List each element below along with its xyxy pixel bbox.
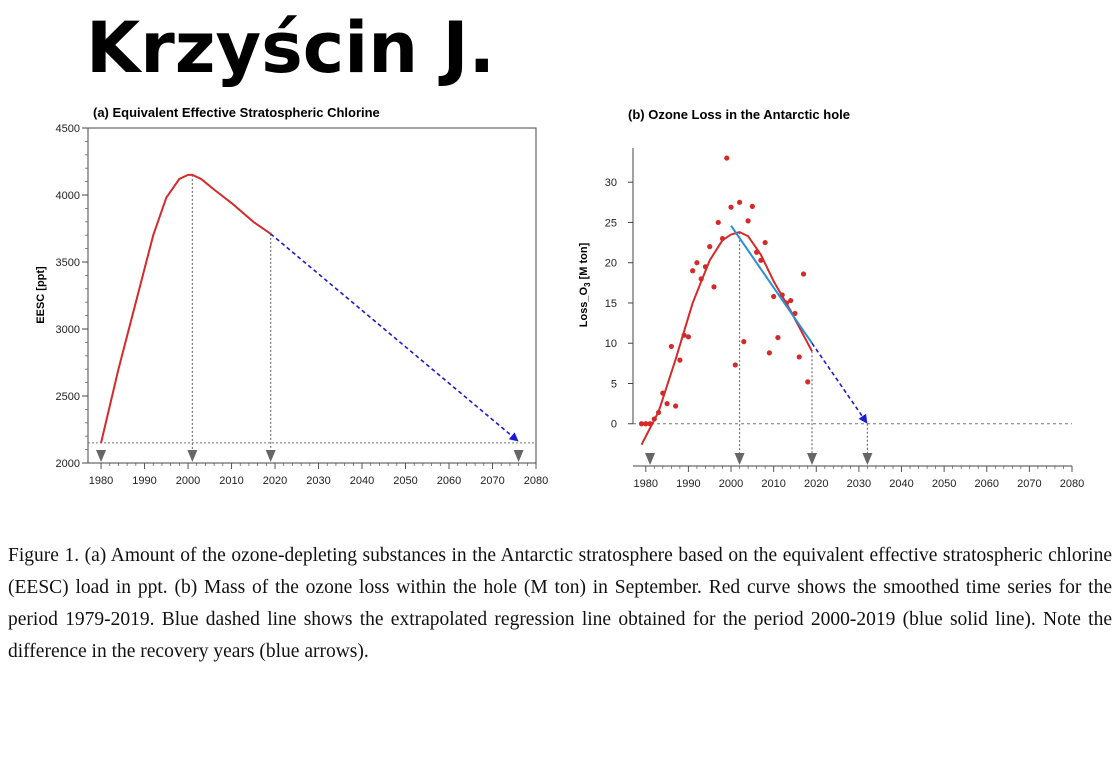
chart-b-x-tick-label: 2070 bbox=[1017, 478, 1041, 490]
chart-b-data-point bbox=[677, 357, 683, 363]
chart-b-y-tick-label: 25 bbox=[605, 217, 617, 229]
chart-b-y-tick-label: 15 bbox=[605, 298, 617, 310]
chart-b-data-point bbox=[673, 403, 679, 409]
ozone-loss-chart: (b) Ozone Loss in the Antarctic hole Los… bbox=[578, 107, 1084, 490]
chart-b-data-point bbox=[775, 334, 781, 341]
chart-b-data-point bbox=[685, 334, 692, 340]
chart-b-data-point bbox=[771, 293, 777, 300]
author-name: Krzyścin J. bbox=[86, 7, 496, 89]
chart-b-data-point bbox=[690, 268, 696, 274]
chart-b-data-point bbox=[668, 343, 674, 350]
chart-b-data-point bbox=[800, 271, 807, 277]
chart-b-x-tick-label: 2080 bbox=[1060, 478, 1084, 490]
figure-caption: Figure 1. (a) Amount of the ozone-deplet… bbox=[8, 545, 1112, 662]
chart-a-year-arrow bbox=[187, 450, 198, 462]
chart-b-data-point bbox=[805, 379, 811, 385]
chart-b-x-tick-label: 1990 bbox=[676, 478, 700, 490]
chart-b-y-tick-label: 0 bbox=[611, 419, 617, 431]
chart-b-data-point bbox=[694, 260, 700, 266]
chart-b-data-point bbox=[762, 239, 768, 246]
chart-b-title: (b) Ozone Loss in the Antarctic hole bbox=[628, 107, 850, 122]
chart-b-x-tick-label: 1980 bbox=[634, 478, 658, 490]
chart-b-data-point bbox=[638, 421, 645, 427]
chart-a-x-tick-label: 2070 bbox=[480, 475, 504, 487]
chart-a-x-tick-label: 2030 bbox=[306, 475, 330, 487]
chart-b-data-point bbox=[728, 204, 734, 210]
chart-b-data-point bbox=[664, 401, 670, 407]
chart-a-y-tick-label: 3500 bbox=[56, 257, 80, 269]
chart-a-x-tick-label: 2000 bbox=[176, 475, 200, 487]
chart-b-recovery-arrowhead bbox=[858, 413, 868, 424]
chart-b-extrapolated-line bbox=[811, 342, 867, 422]
chart-a-extrapolated-line bbox=[270, 233, 512, 436]
chart-a-x-tick-label: 2080 bbox=[524, 475, 548, 487]
chart-b-year-arrow bbox=[807, 453, 818, 465]
chart-b-data-point bbox=[788, 297, 794, 304]
chart-a-x-tick-label: 2040 bbox=[350, 475, 374, 487]
chart-b-year-arrow bbox=[645, 453, 656, 465]
chart-a-title: (a) Equivalent Effective Stratospheric C… bbox=[93, 105, 380, 120]
chart-b-y-tick-label: 30 bbox=[605, 177, 617, 189]
chart-a-x-tick-label: 2060 bbox=[437, 475, 461, 487]
chart-b-x-tick-label: 2000 bbox=[719, 478, 743, 490]
chart-a-smoothed-curve bbox=[100, 173, 272, 444]
chart-b-x-tick-label: 2060 bbox=[975, 478, 999, 490]
chart-b-data-point bbox=[715, 219, 721, 226]
chart-b-x-tick-label: 2020 bbox=[804, 478, 828, 490]
chart-b-data-point bbox=[741, 339, 747, 345]
chart-b-data-point bbox=[732, 362, 738, 368]
chart-b-ylabel: Loss_O3 [M ton] bbox=[578, 242, 592, 327]
chart-a-y-tick-label: 4500 bbox=[56, 123, 80, 135]
chart-a-y-tick-label: 2500 bbox=[56, 391, 80, 403]
chart-a-ylabel: EESC [ppt] bbox=[35, 266, 47, 324]
chart-b-data-point bbox=[749, 203, 755, 209]
chart-a-plot: 2000 2500 3000 3500 4000 4500 1980 1990 2000 2010… bbox=[56, 123, 549, 487]
chart-a-x-tick-label: 1980 bbox=[89, 475, 113, 487]
chart-a-year-arrow bbox=[513, 450, 524, 462]
chart-a-x-tick-label: 2050 bbox=[393, 475, 417, 487]
chart-a-year-arrow bbox=[96, 450, 107, 462]
chart-b-y-tick-label: 5 bbox=[611, 378, 617, 390]
chart-b-smoothed-curve bbox=[640, 231, 813, 446]
chart-a-y-tick-label: 3000 bbox=[56, 324, 80, 336]
chart-b-data-point bbox=[724, 155, 730, 161]
chart-b-x-tick-label: 2030 bbox=[847, 478, 871, 490]
chart-b-data-point bbox=[745, 218, 751, 224]
chart-b-x-tick-label: 2010 bbox=[761, 478, 785, 490]
chart-b-year-arrow bbox=[862, 453, 873, 465]
chart-b-data-point bbox=[707, 244, 713, 250]
chart-a-x-tick-label: 2020 bbox=[263, 475, 287, 487]
chart-b-data-point bbox=[736, 199, 743, 205]
chart-b-regression-line bbox=[730, 225, 813, 344]
chart-a-y-tick-label: 2000 bbox=[56, 458, 80, 470]
chart-b-data-point bbox=[796, 354, 802, 360]
chart-b-data-point bbox=[766, 350, 772, 356]
eesc-chart: (a) Equivalent Effective Stratospheric C… bbox=[35, 105, 549, 487]
chart-a-year-arrow bbox=[265, 450, 276, 462]
chart-a-frame bbox=[87, 127, 537, 464]
chart-b-plot: 0 5 10 15 20 25 30 1980 1990 2000 2010 2020 2030 2040… bbox=[605, 148, 1084, 490]
chart-b-data-point bbox=[711, 284, 717, 290]
chart-a-recovery-arrowhead bbox=[508, 432, 519, 442]
chart-a-x-tick-label: 2010 bbox=[219, 475, 243, 487]
chart-a-x-tick-label: 1990 bbox=[132, 475, 156, 487]
chart-b-data-point bbox=[643, 421, 649, 427]
chart-b-y-tick-label: 10 bbox=[605, 338, 617, 350]
chart-b-x-tick-label: 2050 bbox=[932, 478, 956, 490]
chart-b-year-arrow bbox=[734, 453, 745, 465]
chart-a-y-tick-label: 4000 bbox=[56, 190, 80, 202]
chart-b-x-tick-label: 2040 bbox=[889, 478, 913, 490]
chart-b-y-tick-label: 20 bbox=[605, 258, 617, 270]
